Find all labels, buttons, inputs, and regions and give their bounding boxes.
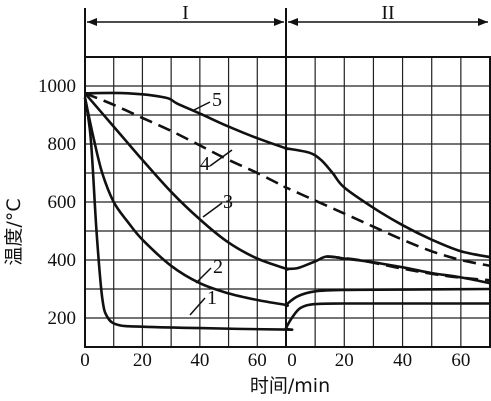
y-tick-label: 600 — [48, 192, 77, 213]
series-5-label: 5 — [212, 89, 222, 111]
series-4-dashed-line — [84, 92, 491, 268]
series-3-label: 3 — [223, 191, 233, 213]
stage-bar: I II — [87, 2, 488, 26]
stage-2-arrow-head-right — [478, 18, 488, 26]
x-axis-label: 时间/min — [250, 375, 330, 397]
series-4-leader — [209, 149, 233, 167]
series-2-leader — [195, 267, 212, 284]
y-tick-label: 1000 — [38, 76, 76, 97]
stage-1-arrow-head-left — [87, 18, 97, 26]
plot-frame — [84, 8, 491, 348]
series-4-label: 4 — [200, 153, 210, 175]
y-tick-label: 800 — [48, 134, 77, 155]
series-1-label: 1 — [207, 287, 217, 309]
y-tick-label: 200 — [48, 308, 77, 329]
x-tick-label: 0 — [80, 350, 90, 371]
series-1-line — [83, 97, 490, 331]
series-group — [83, 91, 491, 331]
x-tick-label: 60 — [248, 350, 267, 371]
plot-border — [84, 56, 491, 348]
series-3-leader — [202, 202, 223, 218]
x-tick-label: 20 — [335, 350, 354, 371]
stage-1-label: I — [182, 2, 189, 24]
stage-2-arrow-head-left — [288, 18, 298, 26]
x-tick-label: 0 — [287, 350, 297, 371]
series-3-dashed-line — [326, 255, 491, 282]
series-2-line — [83, 97, 491, 308]
y-tick-label: 400 — [48, 250, 77, 271]
series-5-leader — [191, 101, 211, 112]
series-5-line — [84, 91, 491, 259]
series-1-leader — [189, 297, 206, 316]
x-tick-label: 40 — [393, 350, 412, 371]
x-tick-label: 20 — [133, 350, 152, 371]
x-tick-label: 60 — [451, 350, 470, 371]
stage-1-arrow-head-right — [274, 18, 284, 26]
series-3-line — [84, 92, 491, 285]
stage-2-label: II — [381, 2, 394, 24]
y-axis-label: 温度/°C — [3, 198, 25, 265]
x-tick-label: 40 — [190, 350, 209, 371]
series-2-label: 2 — [213, 256, 223, 278]
